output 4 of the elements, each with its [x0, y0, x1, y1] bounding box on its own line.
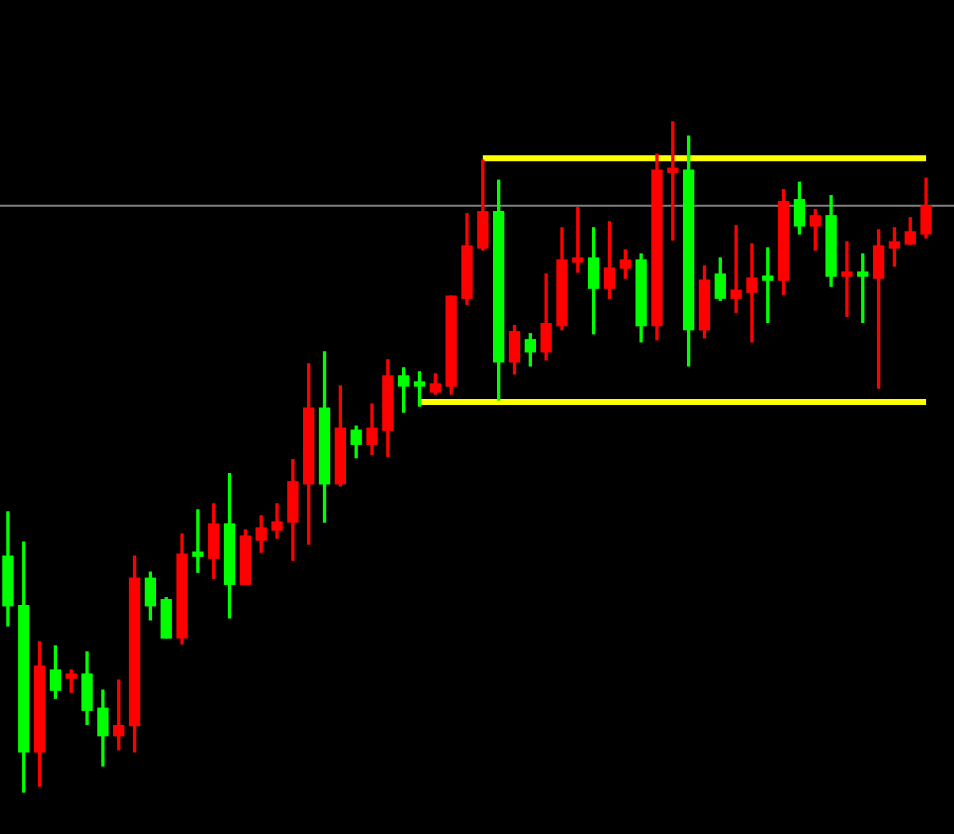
candlestick: [746, 243, 758, 343]
candlestick: [841, 241, 853, 317]
candlestick: [730, 225, 742, 313]
candlestick: [192, 509, 204, 573]
